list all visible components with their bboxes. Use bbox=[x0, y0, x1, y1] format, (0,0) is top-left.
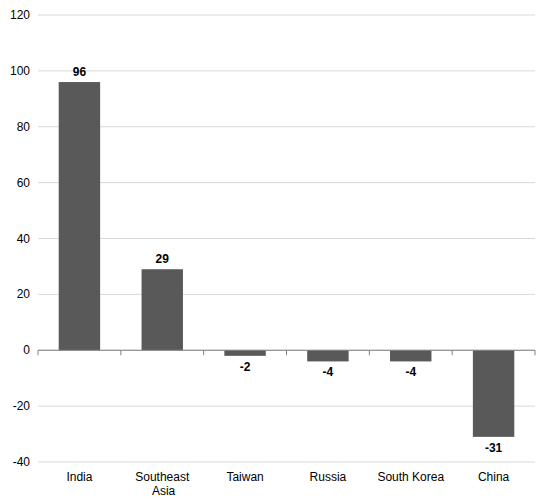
data-label: -4 bbox=[405, 365, 416, 379]
chart-container: -40 -20 0 20 40 60 80 100 120 96 29 -2 -4 -4 -31 India S… bbox=[0, 0, 543, 502]
grid-line bbox=[38, 15, 535, 16]
x-tick-label: Russia bbox=[310, 470, 347, 484]
bars bbox=[59, 82, 515, 437]
bar bbox=[59, 82, 100, 350]
grid bbox=[38, 15, 535, 462]
grid-line bbox=[38, 238, 535, 239]
bar bbox=[224, 350, 265, 356]
y-tick-label: 120 bbox=[10, 8, 30, 22]
y-tick-label: 0 bbox=[23, 343, 30, 357]
bar bbox=[142, 269, 183, 350]
category-tick bbox=[535, 350, 536, 355]
grid-line bbox=[38, 70, 535, 71]
data-label: -4 bbox=[323, 365, 334, 379]
grid-line bbox=[38, 294, 535, 295]
x-tick-label: South Korea bbox=[377, 470, 444, 484]
category-tick bbox=[286, 350, 287, 355]
data-label: -2 bbox=[240, 360, 251, 374]
x-axis bbox=[38, 350, 535, 355]
category-tick bbox=[369, 350, 370, 355]
grid-line bbox=[38, 406, 535, 407]
bar bbox=[307, 350, 348, 361]
grid-line bbox=[38, 182, 535, 183]
bar bbox=[473, 350, 514, 437]
category-tick bbox=[120, 350, 121, 355]
chart-svg: -40 -20 0 20 40 60 80 100 120 96 29 -2 -4 -4 -31 India S… bbox=[0, 0, 543, 502]
category-tick bbox=[452, 350, 453, 355]
grid-line bbox=[38, 462, 535, 463]
y-tick-label: -20 bbox=[13, 399, 31, 413]
x-tick-labels: India Southeast Asia Taiwan Russia South Kor… bbox=[66, 470, 509, 498]
grid-line bbox=[38, 126, 535, 127]
x-tick-label: Southeast Asia bbox=[135, 470, 190, 498]
y-tick-labels: -40 -20 0 20 40 60 80 100 120 bbox=[10, 8, 30, 469]
data-label: 96 bbox=[73, 65, 87, 79]
y-tick-label: 100 bbox=[10, 64, 30, 78]
x-tick-label: Taiwan bbox=[226, 470, 263, 484]
y-tick-label: 60 bbox=[17, 176, 31, 190]
category-tick bbox=[38, 350, 39, 355]
x-tick-label: China bbox=[478, 470, 510, 484]
y-tick-label: 20 bbox=[17, 287, 31, 301]
data-labels: 96 29 -2 -4 -4 -31 bbox=[73, 65, 503, 455]
y-tick-label: 80 bbox=[17, 120, 31, 134]
data-label: 29 bbox=[156, 252, 170, 266]
y-tick-label: -40 bbox=[13, 455, 31, 469]
x-tick-label: India bbox=[66, 470, 92, 484]
data-label: -31 bbox=[485, 441, 503, 455]
category-tick bbox=[203, 350, 204, 355]
bar bbox=[390, 350, 431, 361]
y-tick-label: 40 bbox=[17, 232, 31, 246]
